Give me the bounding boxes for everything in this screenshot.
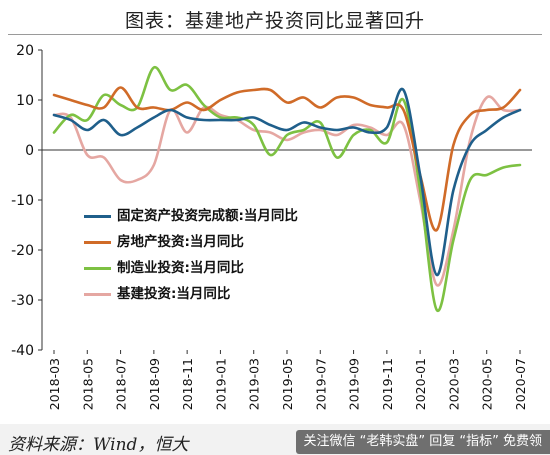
- x-tick-label: 2020-07: [513, 358, 528, 410]
- series-line-4: [52, 95, 522, 287]
- line-chart: 20 10 0 -10 -20 -30 -40 2018-03 2018-05 2018-07 20…: [11, 43, 532, 410]
- legend-swatch: [84, 241, 111, 244]
- x-tick-label: 2019-11: [380, 358, 395, 410]
- y-tick-label: 10: [16, 93, 34, 109]
- legend-swatch: [84, 293, 111, 296]
- legend-label: 房地产投资:当月同比: [117, 234, 244, 250]
- y-tick-label: -30: [11, 293, 34, 309]
- series-line-2: [52, 86, 522, 232]
- source-note: 资料来源：Wind，恒大: [8, 435, 189, 455]
- page-title: 图表：基建地产投资同比显著回升: [124, 10, 425, 32]
- x-tick-label: 2019-01: [213, 358, 228, 410]
- legend-label: 固定资产投资完成额:当月同比: [117, 208, 298, 224]
- legend-swatch: [84, 215, 111, 218]
- legend-label: 基建投资:当月同比: [117, 286, 231, 302]
- x-tick-label: 2020-01: [413, 358, 428, 410]
- x-tick-label: 2020-05: [480, 358, 495, 410]
- x-tick-label: 2019-09: [347, 358, 362, 410]
- y-tick-label: -10: [11, 193, 34, 209]
- series-line-1: [52, 87, 522, 277]
- title-divider: [8, 34, 542, 35]
- y-tick-label: 20: [16, 43, 34, 59]
- x-tick-label: 2020-03: [446, 358, 461, 410]
- x-tick-label: 2018-03: [47, 358, 62, 410]
- legend-label: 制造业投资:当月同比: [117, 260, 244, 276]
- y-tick-label: 0: [25, 143, 34, 159]
- x-tick-label: 2018-07: [114, 358, 129, 410]
- x-tick-label: 2018-11: [180, 358, 195, 410]
- x-tick-label: 2018-05: [80, 358, 95, 410]
- series-line-3: [52, 66, 522, 312]
- legend-swatch: [84, 267, 111, 270]
- y-tick-label: -20: [11, 243, 34, 259]
- x-tick-label: 2019-07: [313, 358, 328, 410]
- y-tick-label: -40: [11, 343, 34, 359]
- watermark-banner: 关注微信 “老韩实盘” 回复 “指标” 免费领: [295, 430, 550, 454]
- x-tick-label: 2019-03: [247, 358, 262, 410]
- x-tick-label: 2018-09: [147, 358, 162, 410]
- x-tick-label: 2019-05: [280, 358, 295, 410]
